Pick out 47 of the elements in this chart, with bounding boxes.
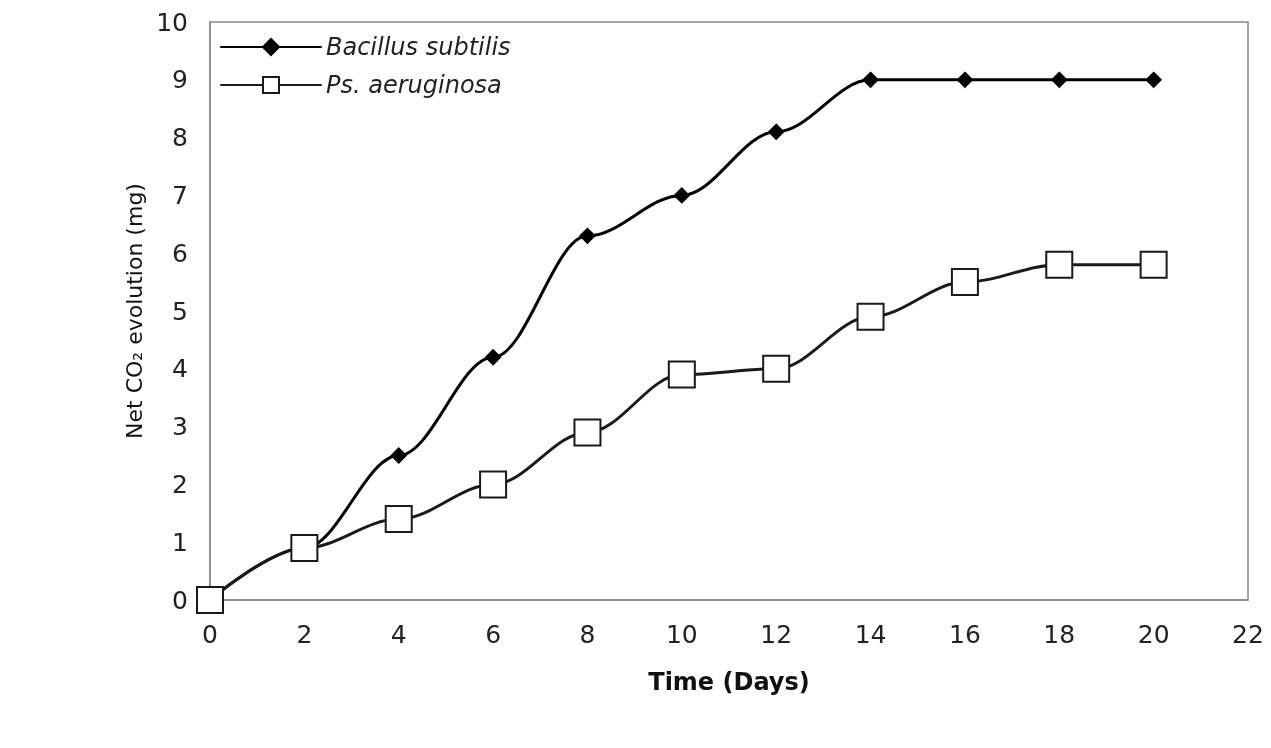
point	[579, 227, 596, 244]
point	[1045, 250, 1074, 279]
point	[673, 187, 690, 204]
y-axis-title: Net CO₂ evolution (mg)	[121, 183, 147, 439]
y-tick-label: 6	[172, 238, 188, 268]
point	[390, 447, 407, 464]
x-tick-label: 14	[854, 620, 887, 649]
x-tick-label: 20	[1137, 620, 1170, 649]
point	[862, 71, 879, 88]
x-tick-label: 22	[1232, 620, 1264, 649]
y-tick-label: 8	[172, 123, 188, 153]
x-tick-label: 4	[390, 620, 407, 649]
y-tick-label: 4	[172, 354, 188, 384]
y-tick-label: 2	[172, 469, 188, 499]
point	[768, 123, 785, 140]
legend-label: Ps. aeruginosa	[326, 71, 502, 99]
x-tick-label: 12	[760, 620, 793, 649]
x-tick-label: 8	[579, 620, 596, 649]
x-axis-title: Time (Days)	[648, 668, 810, 696]
x-tick-label: 6	[485, 620, 502, 649]
point	[479, 470, 508, 499]
point	[956, 71, 973, 88]
x-tick-label: 0	[202, 620, 218, 649]
y-tick-label: 9	[172, 65, 188, 95]
y-tick-label: 10	[156, 7, 188, 37]
x-tick-label: 16	[949, 620, 981, 649]
legend-label: Bacillus subtilis	[326, 33, 511, 61]
x-tick-label: 18	[1043, 620, 1076, 649]
point	[762, 354, 791, 383]
y-tick-label: 5	[172, 296, 188, 326]
point	[485, 349, 502, 366]
point	[667, 360, 696, 389]
point	[573, 418, 602, 447]
point	[1051, 71, 1068, 88]
point	[290, 533, 319, 562]
point	[196, 586, 224, 614]
point	[1145, 71, 1162, 88]
point	[1139, 250, 1168, 279]
y-tick-label: 0	[172, 585, 188, 615]
point	[856, 302, 885, 331]
y-tick-label: 1	[172, 527, 188, 557]
y-tick-label: 7	[172, 180, 188, 210]
point	[950, 268, 979, 297]
point	[384, 505, 413, 534]
y-tick-label: 3	[172, 412, 188, 442]
x-tick-label: 10	[665, 620, 698, 649]
x-tick-label: 2	[296, 620, 313, 649]
